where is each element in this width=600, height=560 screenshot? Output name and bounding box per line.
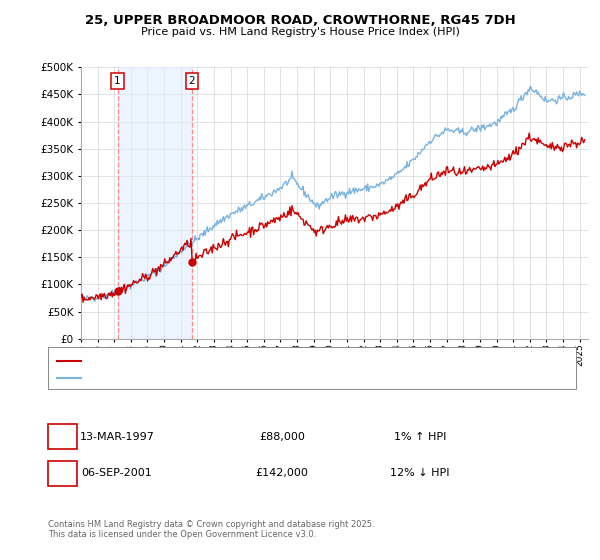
Text: 1: 1 [59,430,66,444]
Text: 1: 1 [114,76,121,86]
Text: 2: 2 [188,76,195,86]
Text: HPI: Average price, semi-detached house, Bracknell Forest: HPI: Average price, semi-detached house,… [87,374,365,382]
Text: 06-SEP-2001: 06-SEP-2001 [82,468,152,478]
Text: Price paid vs. HM Land Registry's House Price Index (HPI): Price paid vs. HM Land Registry's House … [140,27,460,37]
Text: 2: 2 [59,466,66,480]
Text: Contains HM Land Registry data © Crown copyright and database right 2025.
This d: Contains HM Land Registry data © Crown c… [48,520,374,539]
Text: £142,000: £142,000 [256,468,308,478]
Text: 13-MAR-1997: 13-MAR-1997 [80,432,154,442]
Text: 25, UPPER BROADMOOR ROAD, CROWTHORNE, RG45 7DH (semi-detached house): 25, UPPER BROADMOOR ROAD, CROWTHORNE, RG… [87,357,477,366]
Bar [118,67,192,339]
Text: 12% ↓ HPI: 12% ↓ HPI [390,468,450,478]
Text: 25, UPPER BROADMOOR ROAD, CROWTHORNE, RG45 7DH: 25, UPPER BROADMOOR ROAD, CROWTHORNE, RG… [85,14,515,27]
Text: £88,000: £88,000 [259,432,305,442]
Text: 1% ↑ HPI: 1% ↑ HPI [394,432,446,442]
